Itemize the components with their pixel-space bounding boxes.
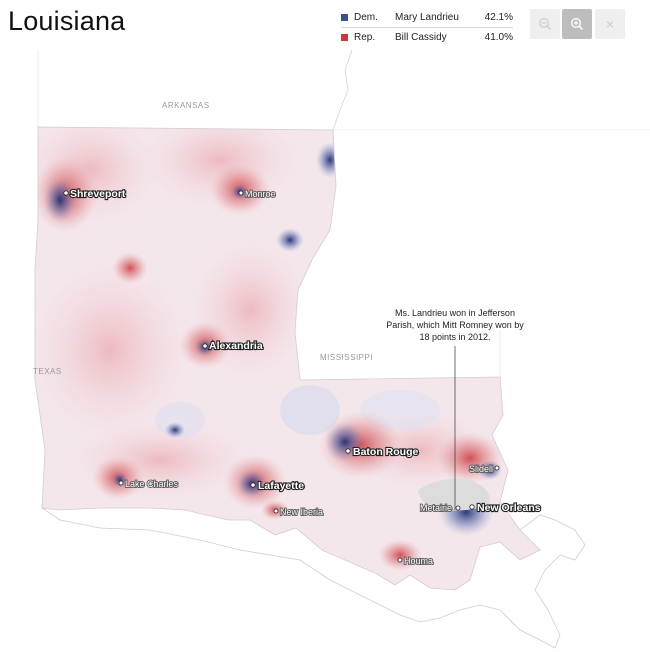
city-label-new-iberia: New Iberia: [280, 507, 323, 517]
annotation-line-2: Parish, which Mitt Romney won by: [386, 320, 524, 330]
dem-swatch: [341, 14, 348, 21]
city-label-baton-rouge: Baton Rouge: [353, 446, 418, 458]
city-dot-alexandria: [202, 343, 208, 349]
louisiana-outline: [34, 126, 541, 591]
city-label-alexandria: Alexandria: [209, 340, 263, 352]
city-label-houma: Houma: [404, 556, 433, 566]
close-button[interactable]: ×: [595, 9, 625, 39]
legend-party: Dem.: [354, 12, 378, 23]
lake-pontchartrain: [418, 478, 490, 511]
election-map[interactable]: ARKANSAS TEXAS MISSISSIPPI Ms. Landrieu …: [0, 50, 650, 652]
label-arkansas: ARKANSAS: [162, 101, 210, 110]
city-label-monroe: Monroe: [245, 189, 276, 199]
city-dot-monroe: [238, 190, 244, 196]
city-label-metairie: Metairie: [420, 503, 452, 513]
label-mississippi: MISSISSIPPI: [320, 353, 373, 362]
city-dot-houma: [397, 557, 403, 563]
legend-party: Rep.: [354, 32, 376, 43]
annotation-line-1: Ms. Landrieu won in Jefferson: [395, 308, 515, 318]
legend-percent: 42.1%: [484, 12, 513, 23]
rep-swatch: [341, 34, 348, 41]
state-border-neighbors: [37, 50, 650, 390]
legend-row-dem: Dem. Mary Landrieu 42.1%: [341, 8, 513, 27]
city-dot-lake-charles: [118, 480, 124, 486]
coastline-outline: [41, 507, 586, 649]
annotation-jefferson: Ms. Landrieu won in Jefferson Parish, wh…: [386, 308, 524, 510]
city-markers: [63, 190, 500, 563]
close-icon: ×: [605, 16, 615, 32]
legend-candidate: Bill Cassidy: [395, 32, 447, 43]
city-dot-new-iberia: [273, 508, 279, 514]
city-dot-baton-rouge: [345, 448, 351, 454]
city-label-lake-charles: Lake Charles: [125, 479, 179, 489]
zoom-out-button[interactable]: [530, 9, 560, 39]
parish-shading: [35, 127, 540, 590]
legend-percent: 41.0%: [484, 32, 513, 43]
city-dot-shreveport: [63, 190, 69, 196]
map-title: Louisiana: [8, 6, 126, 36]
city-label-new-orleans: New Orleans: [477, 502, 541, 514]
zoom-in-icon: [571, 18, 584, 31]
city-label-lafayette: Lafayette: [258, 480, 304, 492]
legend-candidate: Mary Landrieu: [395, 12, 459, 23]
city-dot-metairie: [455, 505, 461, 511]
city-dot-new-orleans: [469, 504, 475, 510]
results-legend: Dem. Mary Landrieu 42.1% Rep. Bill Cassi…: [341, 8, 513, 47]
city-dot-lafayette: [250, 482, 256, 488]
zoom-in-button[interactable]: [562, 9, 592, 39]
label-texas: TEXAS: [33, 367, 62, 376]
zoom-out-icon: [539, 18, 552, 31]
annotation-line-3: 18 points in 2012.: [419, 332, 490, 342]
city-label-slidell: Slidell: [469, 464, 493, 474]
city-label-shreveport: Shreveport: [70, 188, 126, 200]
city-dot-slidell: [494, 465, 500, 471]
legend-row-rep: Rep. Bill Cassidy 41.0%: [341, 27, 513, 47]
